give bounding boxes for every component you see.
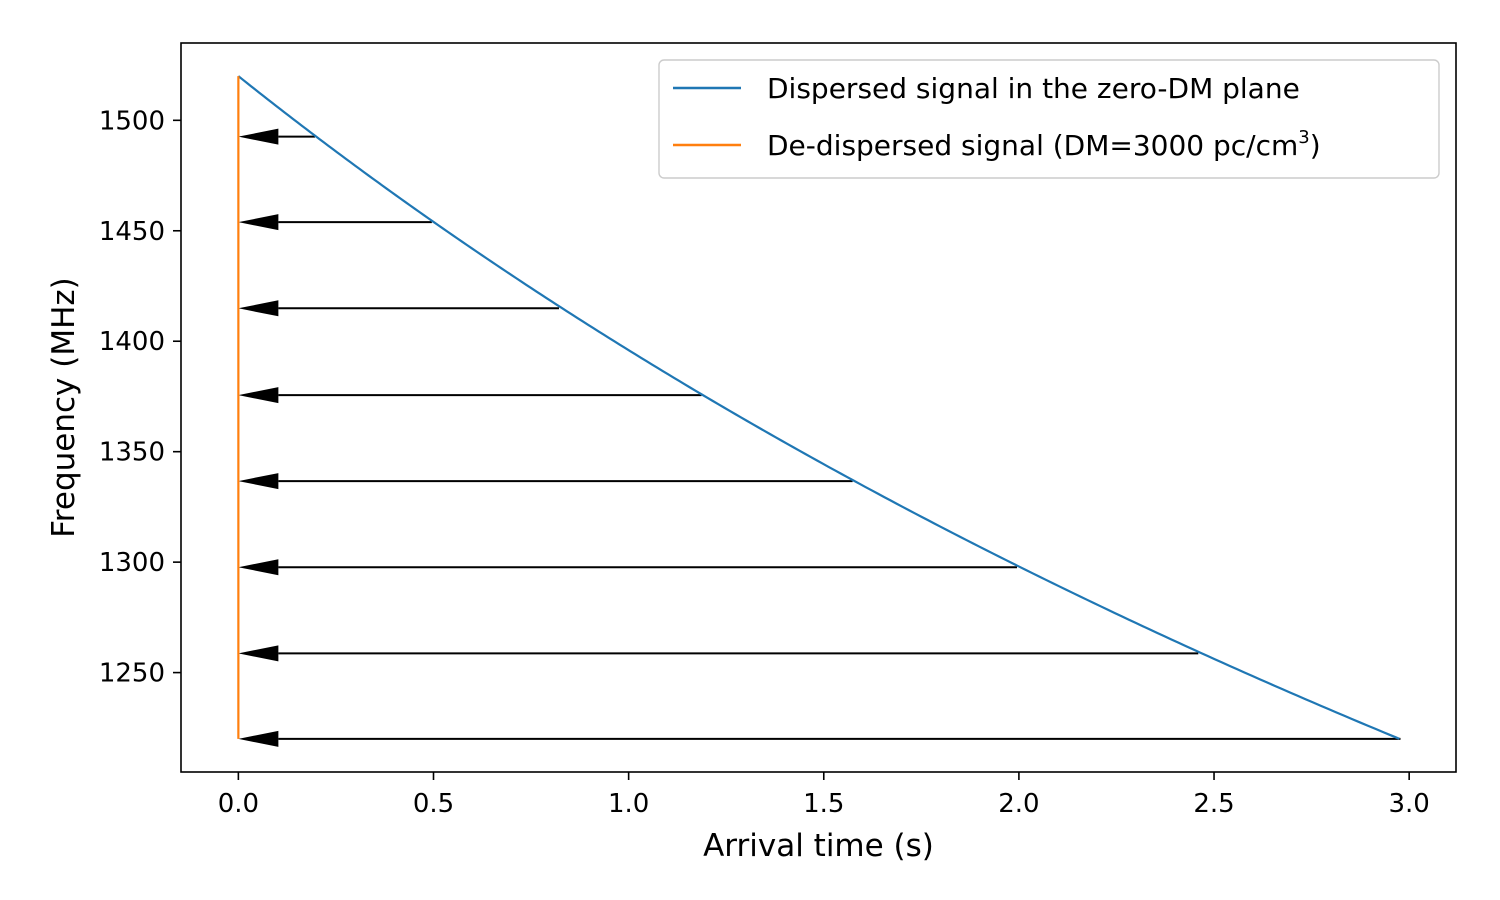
- y-axis-label: Frequency (MHz): [46, 277, 82, 538]
- x-tick-label: 0.0: [218, 789, 259, 819]
- axes-layer: 0.0 0.5 1.0 1.5 2.0 2.5 3.0 1250 1300 1350 1400 145…: [99, 42, 1457, 819]
- x-tick-label: 0.5: [413, 789, 454, 819]
- y-tick-label: 1300: [99, 548, 165, 578]
- x-tick-label: 2.0: [998, 789, 1039, 819]
- y-tick-label: 1400: [99, 327, 165, 357]
- arrow-head: [238, 473, 279, 490]
- arrow-head: [238, 300, 279, 317]
- x-tick-label: 1.0: [608, 789, 649, 819]
- y-tick-label: 1250: [99, 659, 165, 689]
- arrow-head: [238, 559, 279, 576]
- legend-box: [658, 59, 1440, 179]
- x-tick-label: 3.0: [1388, 789, 1429, 819]
- arrow-head: [238, 645, 279, 662]
- arrow-head: [238, 730, 279, 747]
- y-tick-label: 1500: [99, 106, 165, 136]
- arrows-layer: [238, 128, 1401, 747]
- y-tick-label: 1350: [99, 438, 165, 468]
- legend-label-dedispersed: De-dispersed signal (DM=3000 pc/cm3): [767, 127, 1321, 162]
- arrow-head: [238, 128, 279, 145]
- legend-label-dispersed: Dispersed signal in the zero-DM plane: [767, 72, 1300, 105]
- series-line-dispersed: [237, 75, 1400, 740]
- arrow-head: [238, 214, 279, 231]
- x-tick-label: 2.5: [1193, 789, 1234, 819]
- x-tick-label: 1.5: [803, 789, 844, 819]
- legend-label-dedispersed-main: De-dispersed signal (DM=3000 pc/cm: [767, 129, 1298, 162]
- arrow-head: [238, 387, 279, 404]
- plot-frame: [180, 42, 1457, 773]
- series-layer: [237, 75, 1400, 740]
- y-tick-label: 1450: [99, 217, 165, 247]
- legend-label-dedispersed-superscript: 3: [1298, 127, 1309, 148]
- legend-label-dedispersed-suffix: ): [1310, 129, 1321, 162]
- x-axis-label: Arrival time (s): [703, 828, 934, 864]
- legend: Dispersed signal in the zero-DM plane De…: [658, 59, 1440, 179]
